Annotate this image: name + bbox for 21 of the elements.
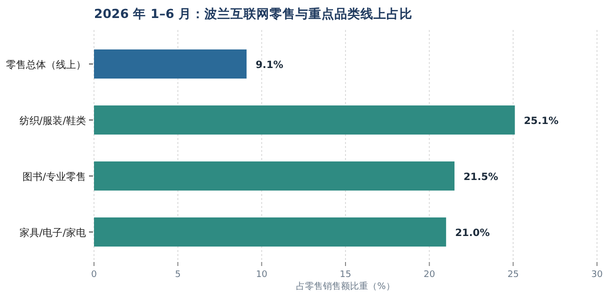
x-tick-label: 0 (91, 270, 98, 280)
bar (94, 161, 454, 191)
bar (94, 105, 515, 135)
data-label: 21.5% (463, 172, 498, 183)
data-label: 21.0% (455, 228, 490, 239)
y-tick-label: 家具/电子/家电 (19, 227, 86, 239)
data-label: 25.1% (524, 116, 559, 127)
y-tick-label: 纺织/服装/鞋类 (19, 115, 86, 127)
data-label: 9.1% (256, 60, 284, 71)
x-tick-label: 20 (424, 270, 436, 280)
y-tick-label: 图书/专业零售 (22, 171, 86, 183)
x-axis-title: 占零售销售额比重（%） (296, 281, 395, 292)
x-tick-label: 30 (591, 270, 603, 280)
chart-title: 2026 年 1–6 月：波兰互联网零售与重点品类线上占比 (94, 6, 412, 21)
y-tick-label: 零售总体（线上） (6, 59, 86, 71)
x-tick-label: 25 (507, 270, 519, 280)
bar (94, 49, 247, 79)
x-tick-label: 5 (174, 270, 181, 280)
bar (94, 217, 446, 247)
x-tick-label: 10 (256, 270, 268, 280)
x-tick-label: 15 (340, 270, 352, 280)
